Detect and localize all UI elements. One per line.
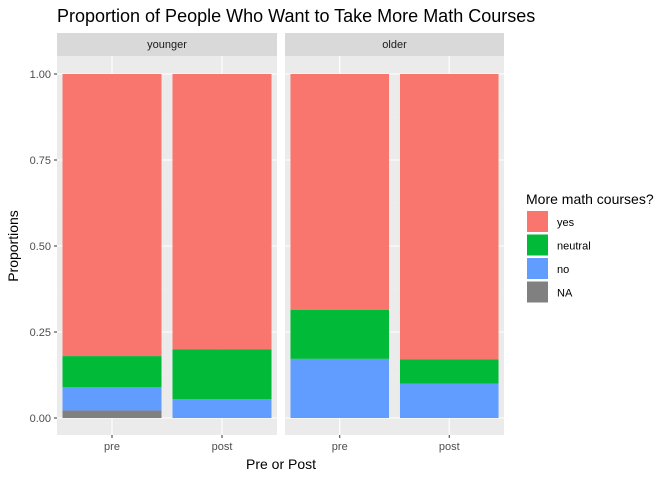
legend-swatch-yes bbox=[527, 211, 548, 232]
bar-segment-younger-post-yes bbox=[172, 74, 272, 350]
facet-younger: younger pre post bbox=[57, 33, 277, 453]
x-axis-title: Pre or Post bbox=[246, 456, 316, 472]
legend-label-no: no bbox=[557, 264, 569, 276]
bar-segment-younger-pre-no bbox=[62, 387, 162, 411]
bar-segment-older-pre-neutral bbox=[290, 309, 390, 359]
bar-segment-older-post-yes bbox=[399, 74, 499, 360]
y-axis: 0.00 0.25 0.50 0.75 1.00 bbox=[30, 69, 57, 425]
x-tick-label: pre bbox=[104, 441, 120, 453]
legend-label-yes: yes bbox=[557, 217, 575, 229]
y-tick-label: 0.00 bbox=[30, 413, 51, 425]
legend-title: More math courses? bbox=[526, 191, 654, 207]
bar-segment-younger-post-neutral bbox=[172, 349, 272, 400]
facet-panels: younger pre post older pre post bbox=[57, 33, 504, 453]
y-tick-label: 0.25 bbox=[30, 327, 51, 339]
x-tick-label: post bbox=[439, 441, 460, 453]
bar-segment-older-pre-no bbox=[290, 358, 390, 418]
y-tick-label: 0.75 bbox=[30, 155, 51, 167]
legend-label-NA: NA bbox=[557, 288, 573, 300]
chart-title: Proportion of People Who Want to Take Mo… bbox=[57, 6, 535, 26]
x-tick-label: pre bbox=[332, 441, 348, 453]
legend-swatch-NA bbox=[527, 281, 548, 303]
facet-strip bbox=[57, 33, 277, 56]
facet-strip-label: younger bbox=[147, 39, 187, 51]
legend-swatch-neutral bbox=[527, 234, 548, 256]
legend-label-neutral: neutral bbox=[557, 241, 591, 253]
y-axis-title: Proportions bbox=[5, 210, 21, 282]
bar-segment-older-post-no bbox=[399, 383, 499, 418]
facet-strip bbox=[285, 33, 504, 56]
legend: More math courses? yes neutral no NA bbox=[526, 191, 654, 303]
legend-swatch-no bbox=[527, 258, 548, 279]
facet-strip-label: older bbox=[382, 39, 407, 51]
bar-segment-younger-pre-neutral bbox=[62, 356, 162, 388]
bar-segment-younger-pre-yes bbox=[62, 74, 162, 357]
y-tick-label: 1.00 bbox=[30, 69, 51, 81]
bar-segment-younger-pre-NA bbox=[62, 410, 162, 418]
bar-segment-older-pre-yes bbox=[290, 74, 390, 310]
y-tick-label: 0.50 bbox=[30, 241, 51, 253]
facet-older: older pre post bbox=[285, 33, 504, 453]
legend-items: yes neutral no NA bbox=[527, 211, 591, 303]
bar-segment-younger-post-no bbox=[172, 399, 272, 418]
x-tick-label: post bbox=[212, 441, 233, 453]
bar-segment-older-post-neutral bbox=[399, 359, 499, 384]
